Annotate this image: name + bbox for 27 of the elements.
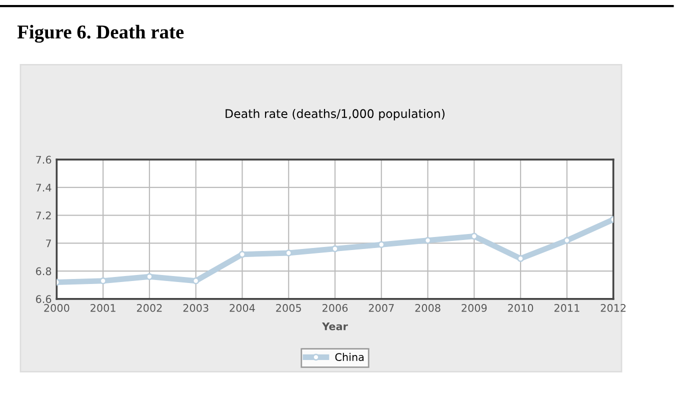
- x-tick-label: 2012: [600, 304, 626, 312]
- chart-title: Death rate (deaths/1,000 population): [226, 108, 444, 120]
- point: [332, 245, 338, 252]
- y-tick-label: 7.6: [36, 156, 52, 164]
- x-tick-label: 2008: [415, 304, 440, 312]
- x-tick-label: 2010: [508, 304, 534, 312]
- y-tick-label: 7.4: [36, 184, 52, 192]
- caption: Figure 6. Death rate: [17, 24, 184, 43]
- x-tick-label: 2007: [368, 304, 394, 312]
- x-tick-label: 2005: [276, 304, 301, 312]
- y-tick-label: 6.6: [36, 295, 52, 304]
- y-tick-label: 7.2: [36, 212, 51, 220]
- x-tick-label: 2002: [136, 304, 162, 312]
- x-tick-label: 2004: [230, 304, 255, 312]
- point: [470, 232, 478, 240]
- y-tick-label: 6.8: [36, 267, 52, 276]
- y-tick-label: 7: [46, 240, 51, 248]
- point: [563, 236, 570, 244]
- x-tick-label: 2003: [183, 304, 208, 312]
- x-tick-label: 2001: [90, 304, 116, 312]
- x-tick-label: 2011: [554, 304, 580, 312]
- x-tick-label: 2006: [322, 304, 348, 312]
- x-tick-label: 2009: [462, 304, 487, 312]
- legend-label: China: [335, 352, 364, 361]
- x-axis-title: Year: [322, 322, 348, 330]
- x-tick-label: 2000: [44, 304, 70, 312]
- point: [517, 255, 524, 262]
